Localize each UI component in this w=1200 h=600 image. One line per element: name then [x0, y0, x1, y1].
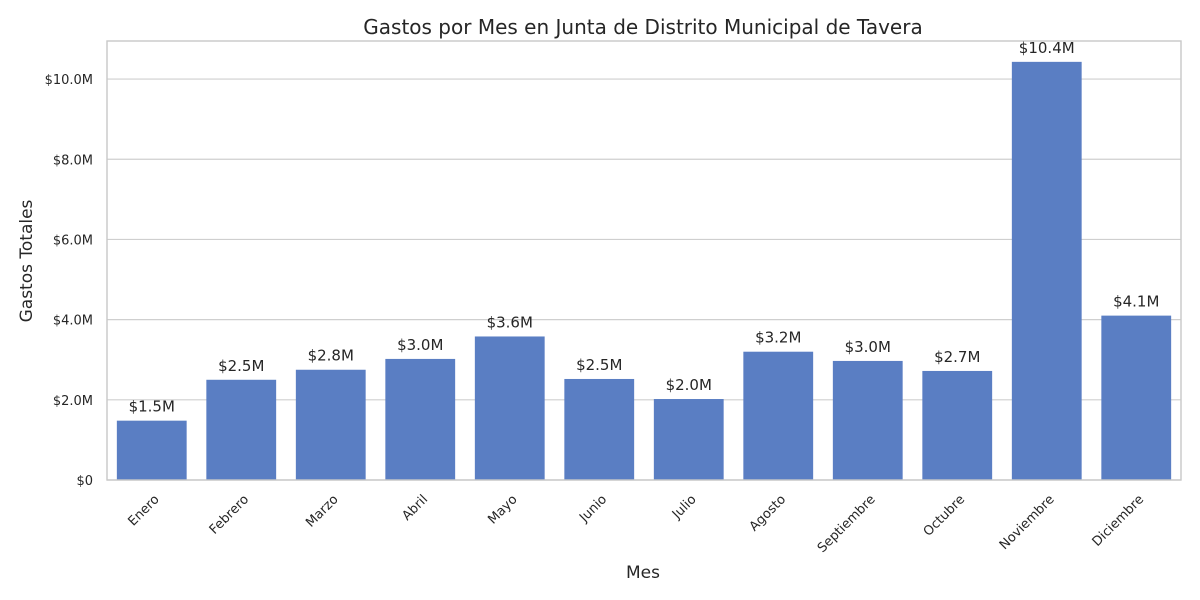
x-tick-label: Septiembre [815, 492, 879, 556]
bar [1011, 61, 1082, 481]
bar-value-label: $1.5M [129, 398, 175, 416]
bar-value-label: $4.1M [1113, 293, 1159, 311]
bar-value-label: $10.4M [1019, 39, 1075, 57]
x-tick-label: Junio [576, 492, 610, 526]
bar-value-label: $3.2M [755, 329, 801, 347]
x-tick-label: Abril [399, 492, 431, 524]
y-tick-label: $10.0M [45, 73, 93, 88]
bar [295, 369, 366, 480]
x-tick-label: Enero [125, 492, 162, 529]
bar-value-label: $2.7M [934, 348, 980, 366]
x-tick-label: Julio [669, 492, 700, 523]
bar-value-label: $2.0M [666, 376, 712, 394]
x-axis-ticks: Enero Febrero Marzo Abril Mayo Junio Julio Agos… [125, 492, 1147, 556]
x-tick-label: Octubre [921, 492, 968, 539]
bar [206, 379, 277, 480]
y-tick-label: $2.0M [53, 394, 93, 409]
x-axis-label: Mes [626, 563, 660, 583]
bar [832, 360, 903, 480]
bar-value-label: $3.0M [845, 338, 891, 356]
y-tick-label: $6.0M [53, 233, 93, 248]
x-tick-label: Noviembre [997, 492, 1058, 553]
bar [474, 336, 545, 480]
bar [116, 420, 187, 480]
x-tick-label: Mayo [485, 492, 520, 527]
bar [922, 370, 993, 480]
bars [116, 61, 1172, 481]
y-tick-label: $4.0M [53, 314, 93, 329]
bar [743, 351, 814, 480]
bar-value-label: $3.6M [487, 313, 533, 331]
y-tick-label: $0 [76, 474, 93, 489]
bar-value-label: $2.5M [576, 356, 622, 374]
x-tick-label: Marzo [303, 492, 341, 530]
bar-value-label: $3.0M [397, 336, 443, 354]
x-tick-label: Diciembre [1090, 492, 1148, 550]
bar [653, 399, 724, 480]
bar [564, 378, 635, 480]
bar [385, 358, 456, 480]
y-tick-label: $8.0M [53, 153, 93, 168]
x-tick-label: Febrero [207, 492, 252, 537]
bar-value-labels: $1.5M $2.5M $2.8M $3.0M $3.6M $2.5M $2.0M $3.2M… [129, 39, 1160, 416]
bar-value-label: $2.8M [308, 347, 354, 365]
x-tick-label: Agosto [747, 492, 789, 534]
bar [1101, 315, 1172, 480]
chart-title: Gastos por Mes en Junta de Distrito Muni… [363, 15, 922, 39]
plot-frame [106, 40, 1182, 481]
bar-value-label: $2.5M [218, 357, 264, 375]
y-axis-label: Gastos Totales [17, 199, 37, 322]
y-axis-ticks: $0 $2.0M $4.0M $6.0M $8.0M $10.0M [45, 73, 93, 489]
